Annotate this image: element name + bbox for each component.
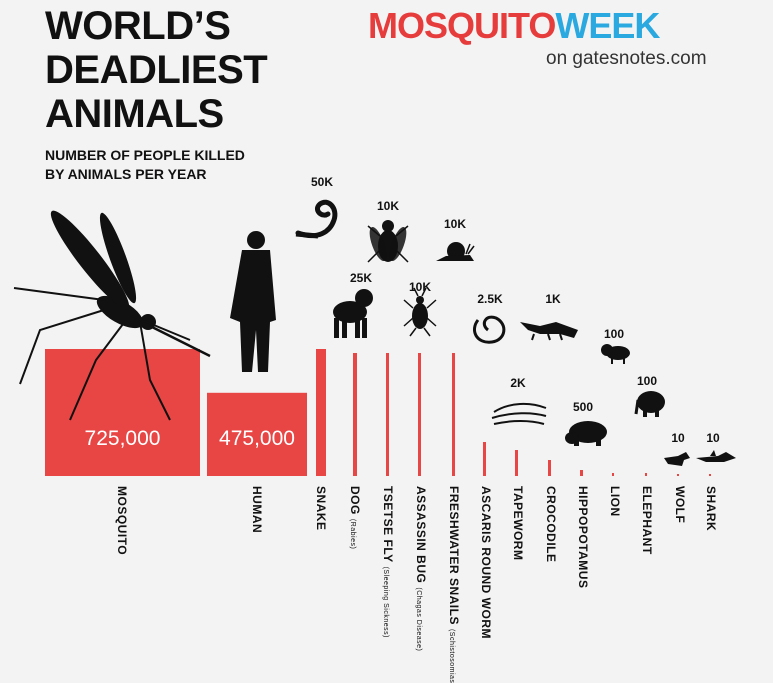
roundworm-icon [474,317,503,342]
snail-icon [436,242,474,261]
category-label: ASCARIS ROUND WORM [479,486,493,639]
bars-layer [45,349,711,476]
category-note: (Sleeping Sickness) [382,567,389,638]
category-label: DOG(Rabies) [348,486,362,549]
category-note: (Schistosomiasis) [448,629,455,683]
bar-hippopotamus [580,470,583,476]
assassin-bug-icon [404,288,436,336]
category-label: SHARK [704,486,718,531]
bar-elephant [645,473,647,476]
lion-icon [601,344,630,364]
value-label: 50K [311,175,333,189]
crocodile-icon [520,322,578,340]
tapeworm-icon [492,404,546,424]
category-label: HUMAN [250,486,264,533]
snake-icon [296,202,335,236]
value-label: 100 [604,327,624,341]
value-label: 1K [545,292,561,306]
category-label: ELEPHANT [640,486,654,555]
category-label: TSETSE FLY(Sleeping Sickness) [381,486,395,638]
category-label: WOLF [673,486,687,523]
bar-assassin-bug [418,353,421,476]
value-label: 100 [637,374,657,388]
category-label: TAPEWORM [511,486,525,560]
category-label: ASSASSIN BUG(Chagas Disease) [414,486,428,651]
bar-dog [353,353,357,476]
bar-tapeworm [515,450,518,476]
category-label: CROCODILE [544,486,558,563]
value-label: 2K [510,376,526,390]
category-note: (Rabies) [349,519,356,549]
value-label: 500 [573,400,593,414]
shark-icon [696,450,736,462]
bar-freshwater-snails [452,353,455,476]
value-label: 10K [377,199,399,213]
bar-tsetse-fly [386,353,389,476]
category-label: LION [608,486,622,517]
elephant-icon [636,391,665,417]
value-label: 25K [350,271,372,285]
bar-shark [709,474,711,476]
value-label: 10K [444,217,466,231]
category-label: SNAKE [314,486,328,531]
bar-lion [612,473,614,476]
bar-crocodile [548,460,551,476]
bar-ascaris-round-worm [483,442,486,476]
category-label: HIPPOPOTAMUS [576,486,590,588]
value-label: 10K [409,280,431,294]
value-label: 10 [671,431,685,445]
hippopotamus-icon [565,421,607,446]
value-label: 2.5K [477,292,503,306]
category-note: (Chagas Disease) [415,587,422,651]
category-label: FRESHWATER SNAILS(Schistosomiasis) [447,486,461,683]
tsetse-fly-icon [366,220,410,263]
bar-wolf [677,474,679,476]
category-label: MOSQUITO [115,486,129,555]
wolf-icon [664,452,690,466]
value-label: 10 [706,431,720,445]
bar-mosquito [45,349,200,476]
value-label: 725,000 [85,427,161,450]
value-label: 475,000 [219,427,295,450]
bar-snake [316,349,326,476]
dog-icon [333,289,373,338]
human-icon [230,231,276,372]
